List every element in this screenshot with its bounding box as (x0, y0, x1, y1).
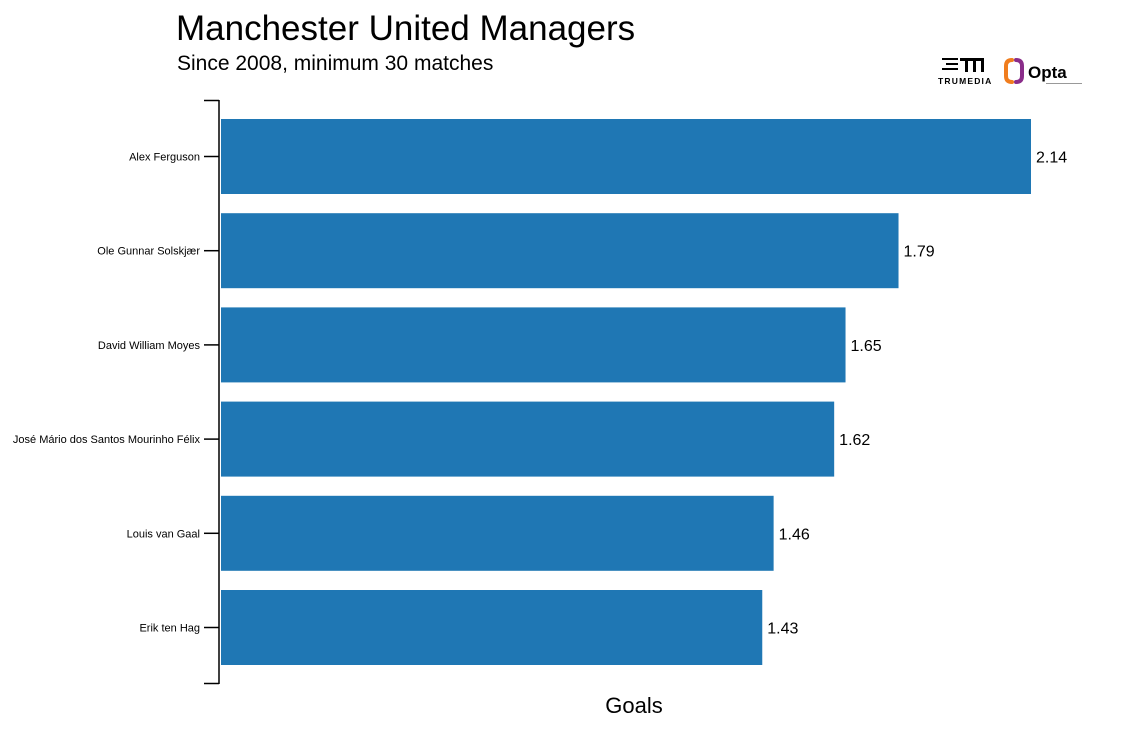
y-tick-label: Louis van Gaal (127, 528, 200, 540)
trumedia-logo-icon: TRUMEDIA (938, 58, 992, 86)
bar (221, 119, 1031, 194)
data-label: 1.46 (779, 526, 810, 543)
data-labels-group: 2.14 1.79 1.65 1.62 1.46 1.43 (767, 150, 1067, 638)
y-tick-label: Ole Gunnar Solskjær (97, 246, 200, 258)
bar (221, 590, 763, 665)
data-label: 1.43 (767, 621, 798, 638)
brand-logos: TRUMEDIA Opta (938, 58, 1082, 86)
bar (221, 401, 835, 477)
data-label: 1.79 (904, 244, 935, 261)
opta-wordmark: Opta (1028, 63, 1067, 82)
data-label: 1.62 (839, 432, 870, 449)
bars-group (221, 119, 1031, 665)
trumedia-wordmark: TRUMEDIA (938, 76, 992, 86)
bar (221, 307, 846, 383)
y-tick-label: David William Moyes (98, 340, 201, 352)
y-tick-label: José Mário dos Santos Mourinho Félix (13, 434, 201, 446)
y-tick-label: Erik ten Hag (139, 623, 200, 635)
y-ticks-group: Alex Ferguson Ole Gunnar Solskjær David Wi… (13, 152, 219, 635)
x-axis-label: Goals (605, 693, 662, 718)
opta-logo-icon: Opta (1004, 58, 1082, 84)
chart-subtitle: Since 2008, minimum 30 matches (177, 52, 494, 75)
y-tick-label: Alex Ferguson (129, 152, 200, 164)
data-label: 2.14 (1036, 150, 1067, 167)
bar (221, 213, 899, 289)
chart-title: Manchester United Managers (176, 9, 636, 48)
data-label: 1.65 (851, 338, 882, 355)
bar (221, 495, 774, 571)
